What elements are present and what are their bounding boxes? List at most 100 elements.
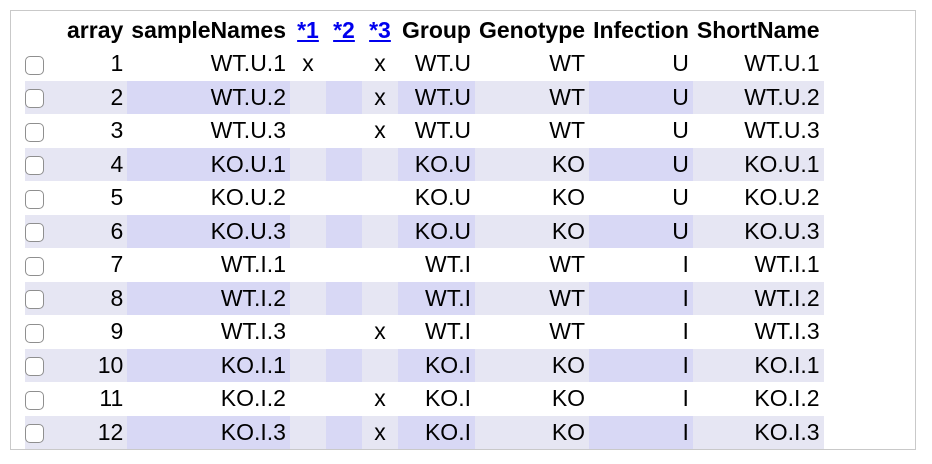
star2-cell [325, 348, 362, 382]
group-cell: WT.U [414, 117, 471, 144]
array-cell: 1 [110, 50, 124, 77]
table-row: 5 KO.U.2 KO.U KO U KO.U.2 [25, 181, 824, 215]
genotype-cell: KO [551, 385, 586, 412]
table-header-row: array sampleNames *1 *2 *3 Group Genotyp… [25, 13, 824, 47]
array-cell: 6 [63, 214, 128, 248]
star3-cell: x [374, 117, 386, 144]
header-star2: *2 [326, 13, 362, 47]
row-select-checkbox[interactable] [25, 424, 44, 444]
row-select-checkbox[interactable] [25, 357, 44, 377]
short-name-cell: KO.U.1 [692, 147, 824, 181]
infection-cell: I [589, 348, 693, 382]
star1-link[interactable]: *1 [297, 16, 319, 43]
star1-cell [290, 114, 326, 148]
array-cell: 11 [99, 385, 124, 412]
group-cell: WT.U [414, 50, 471, 77]
genotype-cell: KO [474, 348, 590, 382]
star1-cell [289, 147, 326, 181]
short-name-cell: KO.I.3 [692, 415, 824, 449]
header-infection: Infection [593, 16, 689, 43]
genotype-cell: WT [474, 80, 590, 114]
row-select-cell [25, 248, 63, 282]
header-select [25, 13, 63, 47]
star2-cell [325, 415, 362, 449]
row-select-checkbox[interactable] [25, 390, 44, 410]
row-select-checkbox[interactable] [25, 189, 44, 209]
row-select-checkbox[interactable] [25, 89, 44, 109]
array-cell: 10 [63, 348, 128, 382]
table-row: 6 KO.U.3 KO.U KO U KO.U.3 [25, 214, 824, 248]
row-select-checkbox[interactable] [25, 223, 44, 243]
table-body: 1 WT.U.1 x x WT.U WT U WT.U.1 2 WT.U.2 x WT.U WT U WT.… [25, 47, 824, 449]
row-select-checkbox[interactable] [25, 256, 44, 276]
row-select-checkbox[interactable] [25, 156, 44, 176]
table-row: 12 KO.I.3 x KO.I KO I KO.I.3 [25, 415, 824, 449]
row-select-checkbox[interactable] [25, 290, 44, 310]
star3-cell: x [374, 50, 386, 77]
genotype-cell: KO [474, 147, 590, 181]
sample-name-cell: WT.U.1 [210, 50, 286, 77]
sample-name-cell: KO.U.1 [127, 147, 290, 181]
genotype-cell: WT [549, 117, 586, 144]
genotype-cell: WT [474, 281, 590, 315]
array-cell: 4 [63, 147, 128, 181]
row-select-checkbox[interactable] [25, 323, 44, 343]
star2-link[interactable]: *2 [333, 16, 355, 43]
group-cell: KO.U [414, 184, 471, 211]
table-row: 2 WT.U.2 x WT.U WT U WT.U.2 [25, 80, 824, 114]
infection-cell: U [672, 50, 689, 77]
star2-cell [326, 181, 362, 215]
array-cell: 9 [110, 318, 124, 345]
sample-name-cell: WT.I.1 [220, 251, 286, 278]
star2-cell [325, 281, 362, 315]
star2-cell [326, 382, 362, 416]
short-name-cell: KO.U.2 [744, 184, 820, 211]
array-cell: 12 [63, 415, 128, 449]
row-select-cell [25, 147, 63, 181]
row-select-cell [25, 181, 63, 215]
row-select-cell [25, 114, 63, 148]
star1-cell [290, 248, 326, 282]
array-cell: 7 [110, 251, 124, 278]
group-cell: WT.I [424, 318, 471, 345]
star3-cell [361, 147, 398, 181]
sample-name-cell: WT.U.2 [127, 80, 290, 114]
sample-name-cell: KO.I.3 [127, 415, 290, 449]
row-select-cell [25, 214, 63, 248]
sample-name-cell: WT.I.2 [127, 281, 290, 315]
star1-cell [289, 348, 326, 382]
infection-cell: U [672, 117, 689, 144]
table-row: 4 KO.U.1 KO.U KO U KO.U.1 [25, 147, 824, 181]
table-row: 7 WT.I.1 WT.I WT I WT.I.1 [25, 248, 824, 282]
star3-cell [361, 281, 398, 315]
star1-cell [289, 281, 326, 315]
short-name-cell: KO.I.1 [692, 348, 824, 382]
star1-cell [289, 214, 326, 248]
genotype-cell: WT [549, 251, 586, 278]
genotype-cell: WT [549, 50, 586, 77]
genotype-cell: KO [474, 214, 590, 248]
array-cell: 8 [63, 281, 128, 315]
star1-cell [290, 382, 326, 416]
table-row: 11 KO.I.2 x KO.I KO I KO.I.2 [25, 382, 824, 416]
short-name-cell: WT.I.2 [692, 281, 824, 315]
infection-cell: I [682, 251, 689, 278]
infection-cell: I [682, 385, 689, 412]
row-select-checkbox[interactable] [25, 55, 44, 75]
header-group: Group [401, 16, 471, 43]
short-name-cell: WT.I.3 [754, 318, 820, 345]
star3-cell [361, 214, 398, 248]
sample-name-cell: WT.I.3 [220, 318, 286, 345]
infection-cell: U [672, 184, 689, 211]
infection-cell: U [589, 147, 693, 181]
header-genotype: Genotype [478, 16, 586, 43]
table-row: 10 KO.I.1 KO.I KO I KO.I.1 [25, 348, 824, 382]
star2-cell [325, 80, 362, 114]
star2-cell [325, 147, 362, 181]
array-cell: 3 [110, 117, 124, 144]
table-row: 3 WT.U.3 x WT.U WT U WT.U.3 [25, 114, 824, 148]
star3-cell: x [374, 318, 386, 345]
row-select-cell [25, 281, 63, 315]
star3-link[interactable]: *3 [369, 16, 391, 43]
row-select-checkbox[interactable] [25, 122, 44, 142]
